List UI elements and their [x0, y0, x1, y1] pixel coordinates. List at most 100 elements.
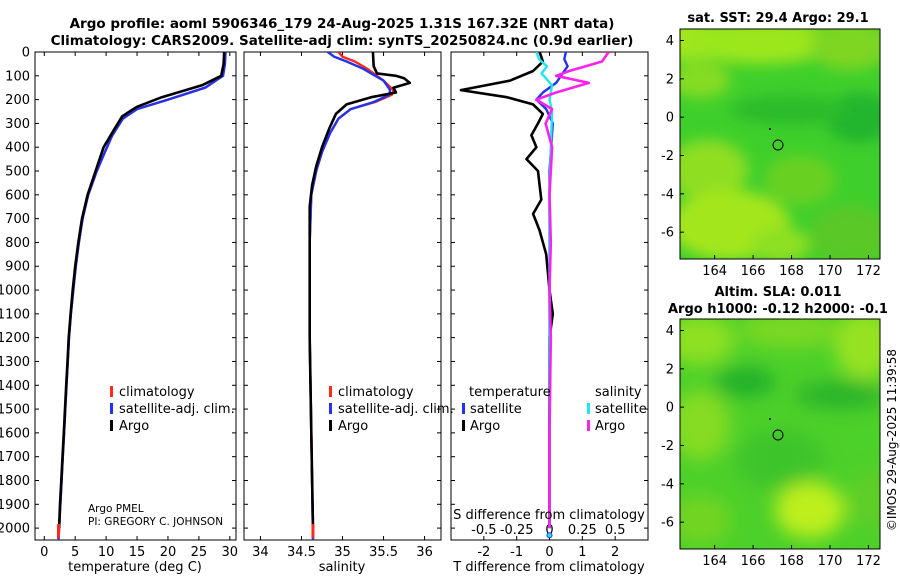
legend-label-satellite-clim: satellite-adj. clim.	[119, 402, 235, 417]
y-tick-label: 1300	[0, 355, 30, 370]
legend-label-s-satellite: satellite	[595, 402, 647, 417]
y-tick-label: 1000	[0, 284, 30, 299]
difference-bottom-mark	[546, 532, 553, 539]
s-x-tick-label: -0.5	[471, 523, 496, 538]
legend-label-argo: Argo	[119, 419, 149, 434]
figure-title-line2: Climatology: CARS2009. Satellite-adj cli…	[51, 33, 634, 49]
map-y-tick-label: -6	[661, 226, 674, 241]
temperature-plot-frame	[34, 51, 237, 541]
series-line-t-argo	[459, 52, 555, 529]
y-tick-label: 1600	[0, 426, 30, 441]
legend-label-climatology: climatology	[119, 385, 195, 400]
x-tick-label: -1	[510, 545, 523, 560]
climatology-bottom-mark	[57, 524, 61, 539]
x-tick-label: 5	[71, 545, 79, 560]
map-x-tick-label: 168	[779, 554, 804, 569]
x-tick-label: 35.5	[369, 545, 398, 560]
map-x-tick-label: 166	[741, 554, 766, 569]
series-line-s-argo	[535, 52, 610, 529]
x-tick-label: 1	[578, 545, 586, 560]
x-tick-label: 0	[40, 545, 48, 560]
map-x-tick-label: 168	[779, 264, 804, 279]
difference-x-label: T difference from climatology	[452, 560, 645, 575]
series-line-satellite-adj-clim-	[57, 52, 227, 540]
x-tick-label: 30	[222, 545, 239, 560]
sst-argo-marker	[772, 139, 784, 151]
map-x-tick-label: 170	[818, 264, 843, 279]
map-y-tick-label: -6	[661, 516, 674, 531]
map-y-tick-label: 2	[666, 362, 674, 377]
temperature-legend: climatology satellite-adj. clim. Argo	[110, 385, 235, 434]
x-tick-label: -2	[477, 545, 490, 560]
y-tick-label: 1400	[0, 379, 30, 394]
map-y-tick-label: -4	[661, 187, 674, 202]
x-tick-label: 35	[334, 545, 351, 560]
map-y-tick-label: -2	[661, 439, 674, 454]
sla-map-title: Altim. SLA: 0.011	[715, 285, 842, 300]
salinity-plot-frame	[243, 51, 442, 541]
legend-swatch-climatology	[110, 386, 113, 397]
difference-legend: temperature salinity satellite Argo sate…	[462, 385, 647, 434]
salinity-legend: climatology satellite-adj. clim. Argo	[329, 385, 454, 434]
temperature-series	[57, 52, 227, 540]
legend-swatch-s-satellite	[587, 403, 590, 414]
x-tick-label: 34.5	[287, 545, 316, 560]
salinity-x-label: salinity	[319, 560, 366, 575]
map-y-tick-label: -2	[661, 149, 674, 164]
pi-label: PI: GREGORY C. JOHNSON	[88, 516, 223, 528]
x-tick-label: 2	[611, 545, 619, 560]
map-x-tick-label: 172	[856, 554, 881, 569]
map-y-tick-label: 4	[666, 324, 674, 339]
legend-label-s-argo: Argo	[595, 419, 625, 434]
difference-top-label: S difference from climatology	[453, 508, 645, 523]
legend-swatch-s-argo	[587, 420, 590, 431]
x-tick-label: 36	[416, 545, 433, 560]
sla-map-subtitle: Argo h1000: -0.12 h2000: -0.1	[668, 302, 888, 317]
legend-swatch-t-satellite	[462, 403, 465, 414]
sst-map-axes: 164 166 168 170 172 4 2 0 -2 -4 -6	[661, 34, 881, 279]
y-tick-label: 1500	[0, 403, 30, 418]
legend-label-t-argo: Argo	[470, 419, 500, 434]
y-tick-label: 600	[5, 188, 30, 203]
climatology-bottom-mark	[311, 524, 315, 539]
y-tick-label: 900	[5, 260, 30, 275]
y-tick-label: 700	[5, 212, 30, 227]
map-y-tick-label: 0	[666, 401, 674, 416]
figure-title-line1: Argo profile: aoml 5906346_179 24-Aug-20…	[70, 16, 615, 32]
legend-swatch-argo	[329, 420, 332, 431]
x-tick-label: 20	[160, 545, 177, 560]
sst-map-field	[680, 29, 880, 259]
series-line-climatology	[308, 52, 395, 540]
map-x-tick-label: 164	[702, 264, 727, 279]
y-tick-label: 100	[5, 69, 30, 84]
series-line-argo	[308, 52, 412, 529]
x-tick-label: 25	[191, 545, 208, 560]
legend-swatch-argo	[110, 420, 113, 431]
salinity-axes: 34 34.5 35 35.5 36	[244, 51, 441, 560]
y-tick-label: 500	[5, 165, 30, 180]
y-tick-label: 400	[5, 141, 30, 156]
operator-label: Argo PMEL	[88, 503, 144, 515]
y-tick-label: 1200	[0, 331, 30, 346]
sla-map-frame	[679, 318, 881, 550]
legend-swatch-t-argo	[462, 420, 465, 431]
y-tick-label: 1100	[0, 307, 30, 322]
sla-argo-marker	[772, 429, 784, 441]
y-tick-label: 300	[5, 117, 30, 132]
y-tick-label: 200	[5, 93, 30, 108]
x-tick-label: 34	[252, 545, 269, 560]
x-tick-label: 0	[545, 545, 553, 560]
difference-axes: -2 -1 0 1 2 -0.5 -0.25 0 0.25 0.5	[451, 51, 648, 560]
map-x-tick-label: 172	[856, 264, 881, 279]
sla-map-field	[680, 319, 880, 549]
legend-label-satellite-clim: satellite-adj. clim.	[338, 402, 454, 417]
difference-series	[459, 52, 610, 539]
legend-swatch-satellite-clim	[329, 403, 332, 414]
x-tick-label: 15	[129, 545, 146, 560]
legend-swatch-satellite-clim	[110, 403, 113, 414]
map-x-tick-label: 170	[818, 554, 843, 569]
y-tick-label: 1800	[0, 474, 30, 489]
legend-header-temperature: temperature	[469, 385, 551, 400]
legend-label-argo: Argo	[338, 419, 368, 434]
